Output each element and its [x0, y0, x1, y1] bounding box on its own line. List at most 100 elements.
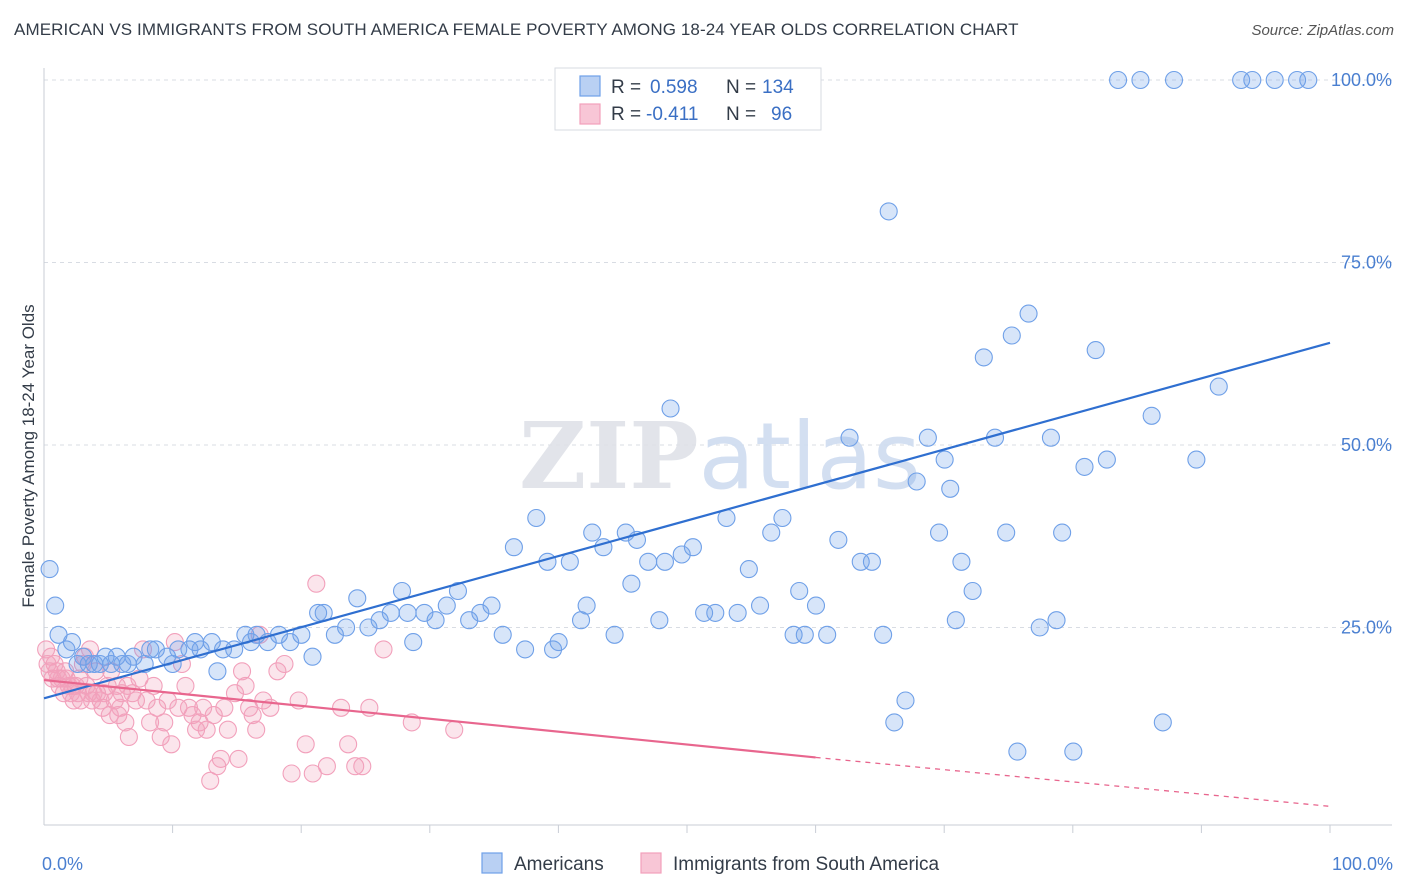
data-point-americans [1047, 611, 1066, 630]
data-point-immigrants [229, 749, 248, 768]
data-point-americans [840, 428, 859, 447]
data-point-americans [146, 640, 165, 659]
data-point-immigrants [445, 720, 464, 739]
legend-r-label-2: R = [611, 104, 641, 125]
data-point-immigrants [194, 698, 213, 717]
data-point-americans [1030, 618, 1049, 637]
trend-line-immigrants-extension [815, 756, 1331, 807]
y-tick-labels: 25.0% 50.0% 75.0% 100.0% [1331, 70, 1392, 638]
data-point-immigrants [148, 698, 167, 717]
data-point-americans [790, 581, 809, 601]
data-point-immigrants [374, 640, 393, 659]
legend-n-value-1: 134 [762, 77, 794, 98]
data-point-immigrants [275, 654, 294, 674]
bottom-legend-americans: Americans [514, 854, 604, 875]
data-point-americans [1097, 450, 1116, 469]
data-point-americans [1164, 70, 1184, 90]
y-tick-label: 50.0% [1341, 435, 1392, 455]
data-point-americans [493, 625, 512, 644]
legend-r-value-2: -0.411 [646, 104, 698, 125]
y-axis-label: Female Poverty Among 18-24 Year Olds [19, 304, 38, 607]
data-point-immigrants [151, 727, 170, 747]
data-point-americans [202, 633, 221, 652]
data-point-americans [1053, 523, 1072, 542]
data-point-americans [516, 640, 535, 659]
data-point-immigrants [211, 749, 230, 768]
y-tick-label: 75.0% [1341, 253, 1392, 273]
data-point-americans [1243, 70, 1262, 90]
data-point-americans [879, 202, 898, 221]
data-point-americans [583, 523, 602, 542]
data-point-americans [437, 596, 456, 615]
data-point-americans [997, 523, 1016, 542]
data-point-americans [1086, 341, 1105, 360]
data-point-americans [622, 574, 641, 593]
trend-line-americans [43, 341, 1331, 700]
legend-n-value-2: 96 [771, 104, 792, 125]
data-point-americans [40, 560, 59, 579]
data-point-americans [1041, 428, 1060, 447]
data-point-americans [874, 625, 893, 644]
watermark-zip: ZIP [519, 402, 698, 510]
data-point-americans [527, 508, 546, 528]
data-point-americans [482, 596, 501, 615]
data-point-immigrants [232, 662, 252, 681]
data-point-immigrants [201, 771, 220, 790]
data-point-americans [1209, 377, 1228, 396]
data-point-americans [415, 603, 434, 622]
data-point-americans [1187, 450, 1206, 469]
legend-r-label-1: R = [611, 77, 641, 98]
data-point-americans [739, 560, 758, 579]
data-point-americans [303, 647, 322, 666]
data-point-immigrants [133, 640, 153, 659]
data-point-immigrants [141, 713, 160, 732]
data-point-americans [946, 611, 965, 630]
data-point-americans [885, 713, 904, 732]
legend-swatch-americans [579, 75, 601, 97]
data-point-americans [549, 633, 568, 652]
watermark: ZIPatlas [519, 402, 921, 510]
data-point-immigrants [119, 727, 138, 747]
data-point-americans [560, 552, 579, 571]
data-point-americans [1142, 406, 1161, 425]
data-point-americans [683, 538, 702, 557]
data-point-americans [907, 472, 926, 491]
data-point-americans [337, 618, 356, 637]
data-point-americans [448, 581, 468, 601]
data-point-americans [773, 508, 792, 528]
data-point-americans [544, 640, 563, 659]
data-point-americans [1064, 742, 1083, 761]
data-point-immigrants [155, 713, 174, 732]
data-point-immigrants [339, 735, 358, 754]
data-point-americans [460, 611, 479, 630]
data-point-immigrants [111, 698, 130, 717]
data-point-americans [1002, 326, 1021, 345]
data-point-americans [1075, 457, 1094, 476]
data-point-immigrants [236, 676, 255, 695]
data-point-americans [974, 348, 993, 367]
legend-r-value-1: 0.598 [650, 77, 698, 98]
data-point-americans [62, 633, 82, 652]
data-point-immigrants [80, 640, 100, 659]
data-point-americans [1019, 304, 1038, 323]
axes [43, 68, 1392, 826]
data-point-americans [1299, 70, 1318, 90]
data-point-americans [896, 691, 915, 710]
data-point-immigrants [116, 713, 135, 732]
data-point-immigrants [303, 764, 322, 783]
data-point-americans [1131, 70, 1150, 90]
data-point-immigrants [190, 713, 209, 732]
data-point-immigrants [346, 757, 365, 776]
data-point-immigrants [353, 757, 372, 776]
data-point-americans [1153, 713, 1172, 732]
data-point-americans [141, 640, 160, 659]
chart-title: AMERICAN VS IMMIGRANTS FROM SOUTH AMERIC… [14, 20, 1019, 39]
data-point-immigrants [183, 706, 202, 725]
grid-lines [44, 79, 1392, 833]
data-point-americans [650, 611, 669, 630]
data-point-americans [359, 618, 378, 637]
data-point-americans [605, 625, 624, 644]
data-point-americans [46, 596, 65, 615]
data-point-americans [672, 545, 691, 564]
